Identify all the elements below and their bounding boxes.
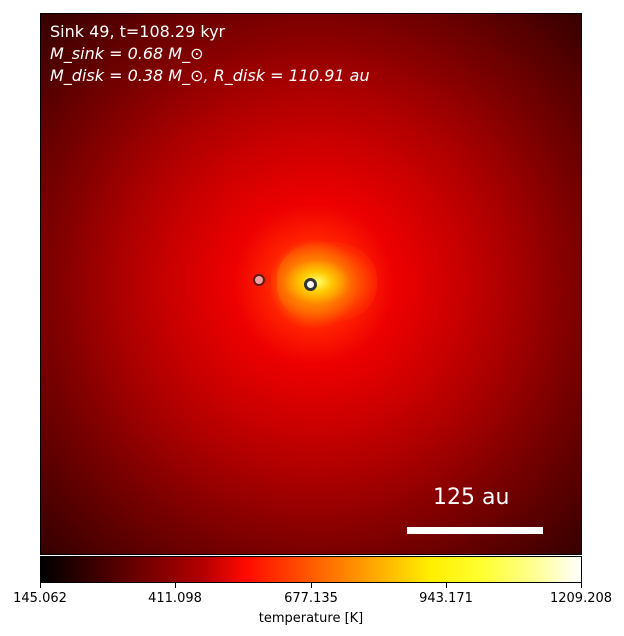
scale-bar-label: 125 au (433, 485, 510, 510)
colorbar-tick-label: 411.098 (148, 591, 202, 606)
disk-hot-region (277, 242, 377, 322)
colorbar-tick (311, 583, 312, 588)
sink-mass: M_sink = 0.68 M_⊙ (50, 44, 204, 63)
colorbar-tick (581, 583, 582, 588)
disk-properties: M_disk = 0.38 M_⊙, R_disk = 110.91 au (50, 66, 370, 85)
colorbar-tick (40, 583, 41, 588)
colorbar-tick-label: 943.171 (419, 591, 473, 606)
colorbar-tick-label: 1209.208 (549, 591, 613, 606)
colorbar-tick (446, 583, 447, 588)
colorbar-tick-label: 145.062 (13, 591, 67, 606)
primary-sink-marker (304, 278, 317, 291)
scale-bar (407, 527, 543, 534)
colorbar-tick (175, 583, 176, 588)
colorbar-tick-label: 677.135 (284, 591, 338, 606)
colorbar-label: temperature [K] (258, 611, 364, 626)
colorbar (40, 556, 582, 583)
secondary-sink-marker (253, 274, 265, 286)
temperature-map: Sink 49, t=108.29 kyr M_sink = 0.68 M_⊙ … (40, 13, 582, 555)
sink-title: Sink 49, t=108.29 kyr (50, 22, 226, 41)
